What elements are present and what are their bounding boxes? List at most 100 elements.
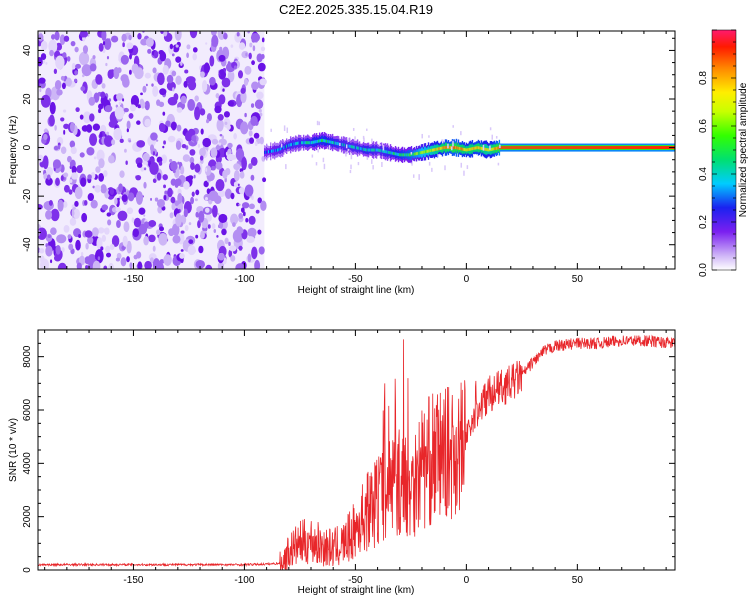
signal-core <box>527 146 530 150</box>
signal-core <box>568 146 571 150</box>
spectrogram-xlabel: Height of straight line (km) <box>298 285 415 296</box>
signal-core <box>648 146 650 150</box>
signal-core <box>606 146 608 150</box>
signal-core <box>485 147 488 151</box>
noise-blob <box>148 220 157 228</box>
noise-blob <box>216 235 219 238</box>
snr-ytick-label: 0 <box>22 567 33 573</box>
noise-blob <box>211 165 216 171</box>
signal-core <box>587 146 589 150</box>
noise-blob <box>215 161 223 170</box>
noise-blob <box>150 197 153 201</box>
signal-core <box>493 147 496 151</box>
faint-spot <box>411 162 413 166</box>
faint-spot <box>283 125 286 132</box>
signal-core <box>371 148 374 152</box>
signal-core <box>495 146 498 150</box>
signal-core <box>376 148 379 152</box>
signal-core <box>396 152 399 156</box>
noise-blob <box>155 139 159 142</box>
faint-spot <box>316 120 319 126</box>
noise-blob <box>94 249 104 264</box>
signal-core <box>533 146 536 150</box>
signal-core <box>464 148 467 152</box>
noise-blob <box>70 40 76 47</box>
noise-blob <box>148 234 156 243</box>
signal-core <box>636 146 638 150</box>
signal-core <box>467 148 470 152</box>
noise-blob <box>106 131 110 136</box>
faint-spot <box>447 143 449 149</box>
noise-blob <box>189 31 198 39</box>
noise-blob <box>253 132 260 139</box>
noise-blob <box>45 177 53 186</box>
signal-core <box>582 146 585 150</box>
noise-blob <box>217 114 224 121</box>
noise-blob <box>249 137 255 144</box>
noise-blob <box>145 37 154 47</box>
noise-blob <box>200 230 205 239</box>
faint-spot <box>315 162 318 166</box>
signal-core <box>415 152 418 156</box>
noise-blob <box>237 183 240 187</box>
signal-core <box>619 146 621 150</box>
noise-blob <box>100 91 106 99</box>
signal-core <box>336 142 339 146</box>
noise-blob <box>40 258 50 269</box>
signal-core <box>425 150 428 154</box>
faint-spot <box>372 165 374 170</box>
signal-core <box>511 146 514 150</box>
noise-blob <box>49 114 55 127</box>
noise-blob <box>186 44 191 50</box>
noise-blob <box>252 45 256 52</box>
signal-core <box>350 145 353 149</box>
noise-blob <box>38 227 47 240</box>
noise-blob <box>162 64 169 75</box>
noise-blob <box>45 61 48 65</box>
signal-core <box>641 146 643 150</box>
signal-core <box>478 146 481 150</box>
signal-core <box>413 152 416 156</box>
noise-blob <box>143 236 149 246</box>
signal-core <box>625 146 627 150</box>
signal-core <box>395 152 398 156</box>
signal-core <box>579 146 582 150</box>
noise-blob <box>144 72 151 79</box>
noise-blob <box>248 163 253 170</box>
noise-blob <box>111 235 120 247</box>
signal-core <box>522 146 525 150</box>
signal-core <box>532 146 535 150</box>
signal-core <box>466 148 469 152</box>
signal-core <box>299 141 302 145</box>
signal-core <box>609 146 611 150</box>
signal-core <box>398 153 401 157</box>
noise-blob <box>38 57 43 67</box>
faint-spot <box>352 127 355 131</box>
noise-blob <box>93 156 97 160</box>
noise-blob <box>38 77 46 84</box>
noise-blob <box>233 133 237 140</box>
signal-core <box>658 146 660 150</box>
snr-axes: -150 -100 -50 0 50 0 2000 4000 6000 8000 <box>22 329 675 586</box>
noise-blob <box>236 31 240 37</box>
faint-spot <box>357 161 360 166</box>
noise-blob <box>101 31 107 42</box>
signal-core <box>593 146 595 150</box>
noise-blob <box>227 100 235 107</box>
noise-blob <box>181 143 187 149</box>
noise-blob <box>75 107 80 113</box>
noise-blob <box>152 258 161 269</box>
colorbar-tick-label: 0.4 <box>698 167 709 181</box>
signal-core <box>274 148 277 152</box>
signal-core <box>515 146 518 150</box>
noise-blob <box>197 220 201 229</box>
noise-blob <box>57 262 67 269</box>
signal-core <box>354 146 357 150</box>
signal-core <box>517 146 520 150</box>
noise-blob <box>227 142 233 149</box>
signal-core <box>657 146 659 150</box>
noise-blob <box>152 151 156 156</box>
faint-spot <box>451 146 453 151</box>
noise-blob <box>251 81 259 90</box>
noise-blob <box>108 155 115 164</box>
